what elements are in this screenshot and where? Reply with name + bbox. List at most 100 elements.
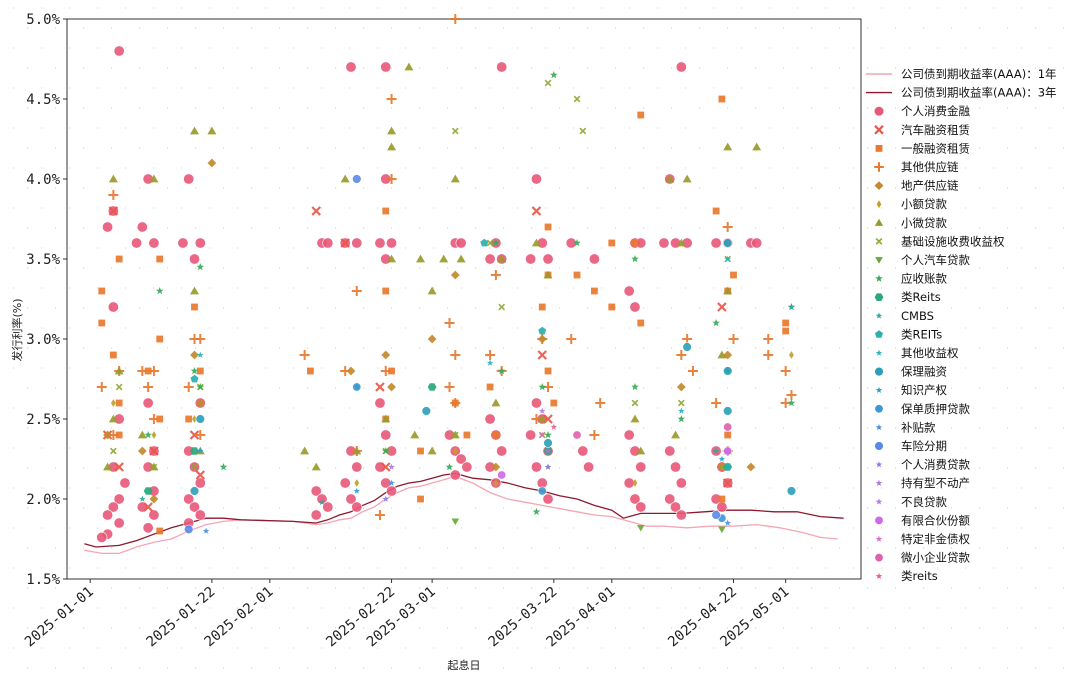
texture-dot — [615, 107, 617, 109]
data-point — [538, 383, 547, 391]
texture-dot — [405, 407, 407, 409]
texture-dot — [27, 667, 29, 669]
texture-dot — [657, 87, 659, 89]
texture-dot — [741, 207, 743, 209]
texture-dot — [13, 207, 15, 209]
texture-dot — [699, 227, 701, 229]
texture-dot — [209, 527, 211, 529]
data-point — [374, 397, 386, 409]
data-point — [310, 509, 322, 521]
texture-dot — [447, 587, 449, 589]
legend-label: 有限合伙份额 — [901, 513, 970, 527]
texture-dot — [433, 607, 435, 609]
texture-dot — [153, 87, 155, 89]
data-point — [311, 206, 321, 216]
texture-dot — [517, 447, 519, 449]
texture-dot — [223, 667, 225, 669]
texture-dot — [349, 207, 351, 209]
texture-dot — [811, 627, 813, 629]
texture-dot — [965, 567, 967, 569]
texture-dot — [965, 527, 967, 529]
texture-dot — [979, 227, 981, 229]
texture-dot — [363, 187, 365, 189]
texture-dot — [965, 87, 967, 89]
data-point — [185, 415, 193, 423]
texture-dot — [713, 7, 715, 9]
texture-dot — [503, 627, 505, 629]
data-point — [143, 382, 154, 392]
data-point — [724, 519, 731, 526]
texture-dot — [153, 567, 155, 569]
texture-dot — [503, 427, 505, 429]
texture-dot — [265, 87, 267, 89]
legend-label: 知识产权 — [901, 383, 947, 397]
texture-dot — [265, 367, 267, 369]
texture-dot — [433, 247, 435, 249]
texture-dot — [1021, 7, 1023, 9]
texture-dot — [419, 307, 421, 309]
texture-dot — [489, 47, 491, 49]
texture-dot — [909, 527, 911, 529]
texture-dot — [1063, 387, 1065, 389]
texture-dot — [1021, 87, 1023, 89]
texture-dot — [895, 307, 897, 309]
texture-dot — [349, 607, 351, 609]
texture-dot — [41, 647, 43, 649]
texture-dot — [797, 287, 799, 289]
texture-dot — [181, 567, 183, 569]
texture-dot — [797, 527, 799, 529]
texture-dot — [909, 567, 911, 569]
texture-dot — [965, 207, 967, 209]
texture-dot — [1049, 527, 1051, 529]
data-point — [207, 158, 217, 168]
texture-dot — [699, 507, 701, 509]
data-point — [543, 382, 554, 392]
data-point — [746, 462, 756, 472]
texture-dot — [237, 527, 239, 529]
texture-dot — [643, 187, 645, 189]
texture-dot — [713, 567, 715, 569]
texture-dot — [629, 127, 631, 129]
texture-dot — [475, 427, 477, 429]
data-point — [530, 461, 542, 473]
data-point — [786, 486, 797, 496]
texture-dot — [55, 627, 57, 629]
data-point — [380, 366, 391, 376]
texture-dot — [307, 147, 309, 149]
texture-dot — [923, 267, 925, 269]
texture-dot — [503, 507, 505, 509]
data-point — [381, 414, 391, 423]
texture-dot — [839, 547, 841, 549]
data-point — [493, 479, 499, 487]
texture-dot — [685, 7, 687, 9]
data-point — [786, 390, 797, 400]
texture-dot — [685, 567, 687, 569]
texture-dot — [97, 447, 99, 449]
data-point — [675, 509, 687, 521]
data-point — [544, 79, 552, 87]
legend-marker — [875, 386, 883, 393]
data-point — [183, 382, 194, 392]
texture-dot — [531, 67, 533, 69]
data-point — [671, 430, 681, 439]
texture-dot — [671, 147, 673, 149]
data-point — [311, 462, 321, 471]
texture-dot — [839, 587, 841, 589]
texture-dot — [559, 27, 561, 29]
texture-dot — [363, 67, 365, 69]
texture-dot — [531, 267, 533, 269]
data-point — [542, 493, 554, 505]
texture-dot — [433, 367, 435, 369]
texture-dot — [1049, 327, 1051, 329]
data-point — [588, 253, 600, 265]
texture-dot — [769, 327, 771, 329]
texture-dot — [55, 427, 57, 429]
texture-dot — [111, 347, 113, 349]
texture-dot — [783, 627, 785, 629]
data-point — [497, 254, 507, 263]
texture-dot — [559, 187, 561, 189]
texture-dot — [307, 267, 309, 269]
texture-dot — [433, 527, 435, 529]
texture-dot — [531, 547, 533, 549]
data-point — [352, 446, 362, 455]
